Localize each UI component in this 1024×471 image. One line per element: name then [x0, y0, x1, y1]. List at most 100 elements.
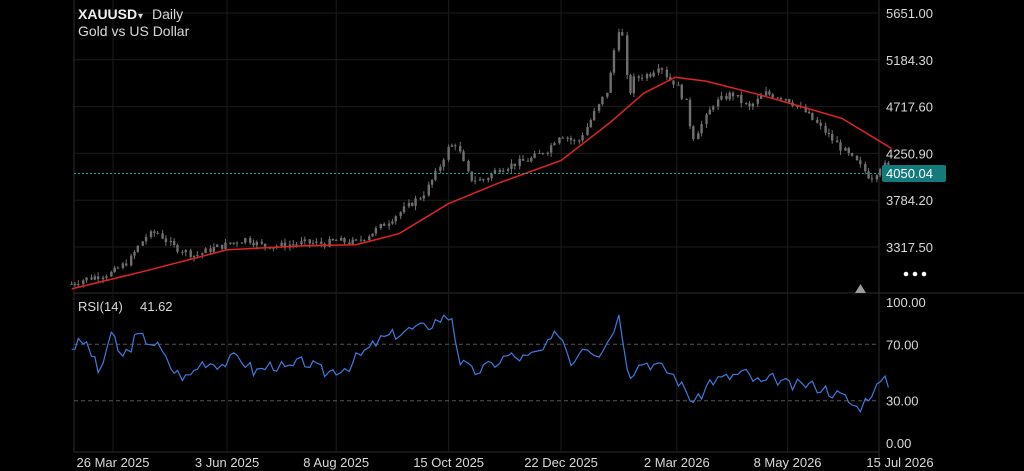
- timeframe-label[interactable]: Daily: [152, 6, 183, 22]
- candle-body: [756, 98, 760, 104]
- candle-body: [688, 99, 692, 127]
- candle-body: [573, 140, 576, 142]
- candle-body: [601, 96, 604, 105]
- candle-body: [538, 153, 541, 155]
- time-axis-labels[interactable]: 26 Mar 2025 3 Jun 2025 8 Aug 2025 15 Oct 20…: [77, 455, 934, 470]
- candle-body: [839, 142, 842, 151]
- candle-body: [244, 238, 247, 243]
- candle-body: [343, 238, 346, 243]
- candle-body: [196, 254, 199, 256]
- time-tick-label: 3 Jun 2025: [195, 455, 259, 470]
- price-tick-label: 4250.90: [886, 146, 933, 161]
- time-tick-label: 26 Mar 2025: [77, 455, 150, 470]
- more-dots-icon[interactable]: [903, 271, 927, 277]
- candle-body: [144, 236, 148, 242]
- candle-body: [526, 160, 530, 162]
- candle-body: [649, 74, 652, 77]
- candle-body: [493, 170, 497, 174]
- candle-body: [771, 94, 774, 98]
- caret-down-icon[interactable]: ▾: [138, 11, 143, 22]
- candle-body: [700, 123, 703, 134]
- rsi-tick-label: 30.00: [886, 394, 919, 409]
- candle-body: [645, 74, 649, 79]
- candle-body: [85, 277, 88, 281]
- candle-body: [220, 244, 224, 249]
- candle-body: [133, 251, 136, 256]
- candle-body: [232, 242, 235, 244]
- candle-body: [462, 151, 465, 162]
- candle-body: [320, 241, 323, 244]
- candle-body: [470, 171, 473, 181]
- rsi-tick-label: 70.00: [886, 337, 919, 352]
- candle-body: [235, 242, 239, 244]
- candle-body: [300, 241, 303, 245]
- candle-body: [125, 263, 128, 266]
- candle-body: [82, 280, 85, 285]
- candle-body: [740, 94, 743, 104]
- candle-body: [192, 255, 196, 258]
- price-tick-label: 5184.30: [886, 53, 933, 68]
- candle-body: [553, 143, 556, 146]
- current-price-tag-text: 4050.04: [886, 166, 933, 181]
- candle-body: [169, 240, 173, 243]
- candle-body: [518, 158, 521, 166]
- candle-body: [212, 247, 216, 252]
- candle-body: [467, 161, 470, 172]
- candle-body: [292, 244, 295, 246]
- candle-body: [736, 94, 740, 97]
- symbol-label[interactable]: XAUUSD: [78, 6, 137, 22]
- candle-body: [652, 72, 655, 77]
- candle-body: [434, 170, 437, 180]
- price-axis-labels[interactable]: 5651.00 5184.30 4717.60 4250.90 3784.20 3317.…: [886, 6, 933, 255]
- candle-body: [541, 153, 545, 155]
- candle-body: [725, 95, 728, 100]
- candle-body: [844, 148, 847, 151]
- candle-body: [136, 245, 140, 252]
- candle-body: [640, 77, 644, 79]
- candle-body: [402, 206, 406, 213]
- candle-body: [498, 170, 502, 172]
- candle-body: [796, 105, 799, 107]
- candle-body: [359, 239, 363, 241]
- time-tick-label: 8 Aug 2025: [303, 455, 369, 470]
- candle-body: [668, 77, 672, 81]
- price-tick-label: 5651.00: [886, 6, 933, 21]
- candle-body: [784, 99, 788, 101]
- candle-body: [240, 242, 244, 244]
- candle-body: [96, 276, 100, 280]
- rsi-axis-labels[interactable]: 100.00 70.00 30.00 0.00: [886, 295, 926, 451]
- candle-body: [768, 91, 771, 95]
- candle-body: [864, 164, 867, 172]
- candle-body: [447, 146, 450, 160]
- candle-body: [93, 276, 97, 280]
- candle-body: [705, 114, 708, 124]
- candle-body: [201, 253, 204, 255]
- triangle-up-icon[interactable]: [855, 284, 866, 293]
- candle-body: [328, 239, 331, 247]
- candle-body: [748, 103, 751, 107]
- candle-body: [609, 72, 612, 93]
- candle-body: [625, 35, 629, 76]
- candle-body: [354, 239, 358, 241]
- candle-body: [156, 232, 159, 234]
- candle-body: [161, 233, 164, 239]
- rsi-line: [71, 314, 889, 414]
- candle-body: [850, 153, 854, 156]
- candle-body: [478, 179, 482, 181]
- candle-body: [629, 75, 632, 94]
- candle-body: [875, 175, 879, 180]
- candle-body: [487, 178, 490, 181]
- candle-body: [521, 158, 525, 161]
- candle-body: [530, 157, 533, 162]
- candle-body: [581, 135, 584, 141]
- candle-body: [697, 133, 700, 140]
- candle-body: [566, 137, 569, 139]
- candle-body: [680, 84, 683, 99]
- candle-body: [204, 248, 207, 254]
- candle-body: [374, 228, 378, 234]
- candle-body: [129, 255, 133, 266]
- candles[interactable]: [70, 28, 890, 288]
- candle-body: [116, 267, 120, 269]
- candle-body: [759, 95, 763, 99]
